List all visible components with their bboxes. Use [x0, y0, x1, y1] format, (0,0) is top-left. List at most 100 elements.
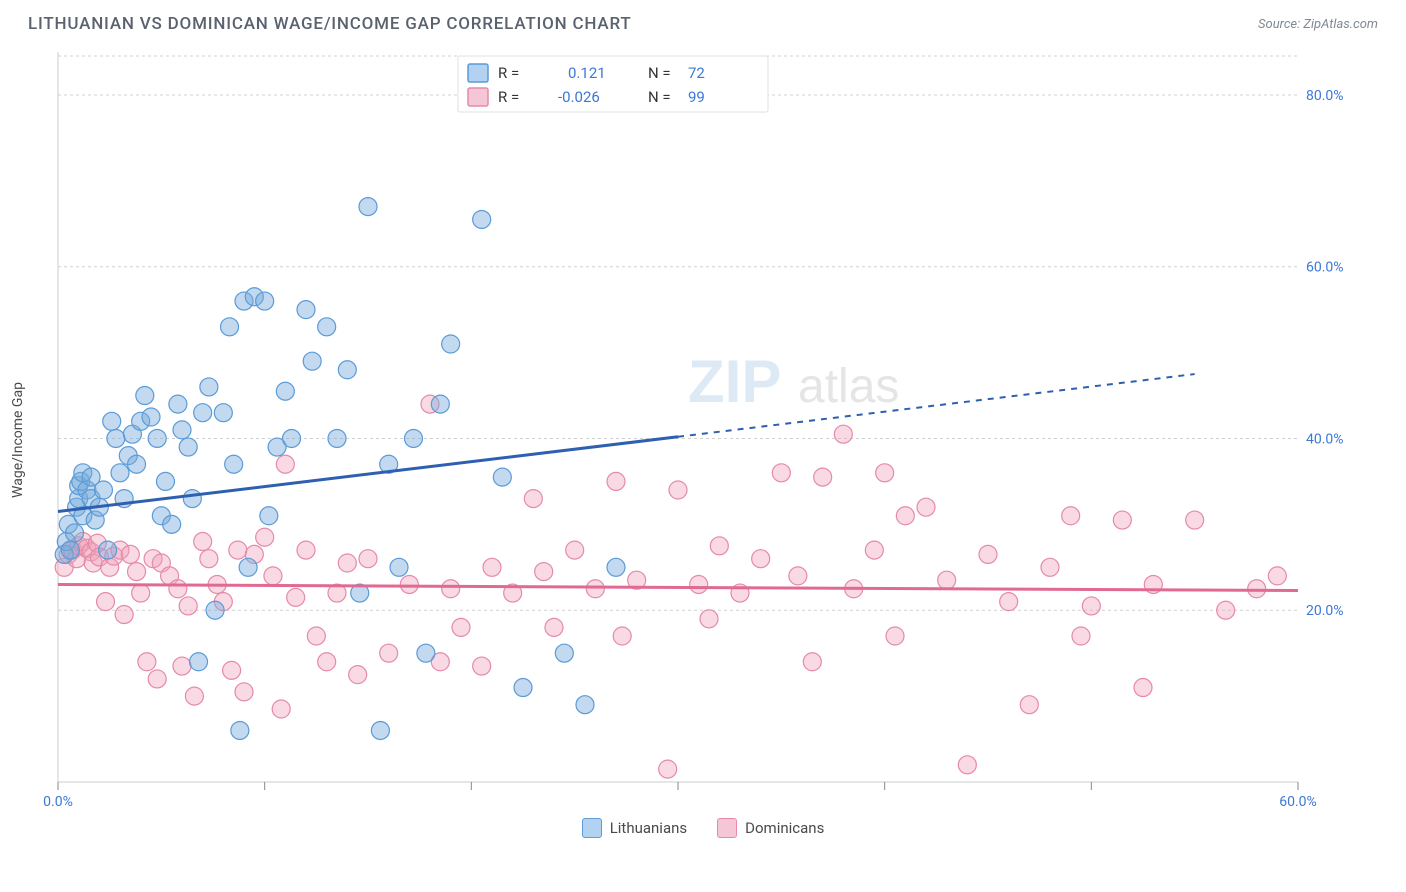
- point-dominican: [524, 490, 542, 508]
- point-lithuanian: [555, 644, 573, 662]
- chart-title: LITHUANIAN VS DOMINICAN WAGE/INCOME GAP …: [28, 14, 632, 34]
- point-lithuanian: [173, 421, 191, 439]
- point-dominican: [958, 756, 976, 774]
- point-dominican: [115, 606, 133, 624]
- point-dominican: [789, 567, 807, 585]
- point-dominican: [690, 575, 708, 593]
- point-dominican: [752, 550, 770, 568]
- point-lithuanian: [142, 408, 160, 426]
- point-dominican: [128, 563, 146, 581]
- point-dominican: [452, 618, 470, 636]
- point-dominican: [223, 661, 241, 679]
- legend-swatch-icon: [468, 88, 488, 106]
- point-lithuanian: [276, 382, 294, 400]
- point-lithuanian: [431, 395, 449, 413]
- point-dominican: [264, 567, 282, 585]
- point-dominican: [607, 472, 625, 490]
- point-dominican: [1000, 593, 1018, 611]
- point-lithuanian: [148, 429, 166, 447]
- point-lithuanian: [473, 210, 491, 228]
- y-tick-label: 20.0%: [1306, 603, 1344, 619]
- point-dominican: [876, 464, 894, 482]
- legend-swatch-icon: [582, 818, 602, 838]
- point-dominican: [169, 580, 187, 598]
- point-dominican: [1113, 511, 1131, 529]
- point-lithuanian: [225, 455, 243, 473]
- point-lithuanian: [338, 361, 356, 379]
- point-lithuanian: [66, 524, 84, 542]
- x-tick-label: 60.0%: [1279, 794, 1317, 810]
- scatter-plot: 20.0%40.0%60.0%80.0%0.0%60.0%ZIPatlasR =…: [28, 42, 1348, 812]
- point-dominican: [979, 545, 997, 563]
- point-dominican: [349, 666, 367, 684]
- legend-label: Dominicans: [745, 819, 824, 837]
- y-tick-label: 40.0%: [1306, 431, 1344, 447]
- point-dominican: [834, 425, 852, 443]
- legend-swatch-icon: [717, 818, 737, 838]
- point-dominican: [148, 670, 166, 688]
- point-dominican: [400, 575, 418, 593]
- trend-line-dominican: [58, 584, 1298, 590]
- point-dominican: [1062, 507, 1080, 525]
- point-lithuanian: [371, 721, 389, 739]
- point-lithuanian: [183, 490, 201, 508]
- point-lithuanian: [103, 412, 121, 430]
- legend-r-value: -0.026: [558, 88, 600, 106]
- point-dominican: [535, 563, 553, 581]
- point-lithuanian: [390, 558, 408, 576]
- point-dominican: [814, 468, 832, 486]
- x-tick-label: 0.0%: [43, 794, 73, 810]
- point-dominican: [194, 533, 212, 551]
- point-dominican: [235, 683, 253, 701]
- point-dominican: [1217, 601, 1235, 619]
- point-lithuanian: [404, 429, 422, 447]
- source-attribution: Source: ZipAtlas.com: [1258, 17, 1378, 32]
- svg-text:atlas: atlas: [798, 360, 899, 413]
- point-lithuanian: [297, 301, 315, 319]
- point-lithuanian: [206, 601, 224, 619]
- point-dominican: [896, 507, 914, 525]
- point-lithuanian: [260, 507, 278, 525]
- point-lithuanian: [256, 292, 274, 310]
- point-dominican: [483, 558, 501, 576]
- chart-header: LITHUANIAN VS DOMINICAN WAGE/INCOME GAP …: [0, 0, 1406, 42]
- point-lithuanian: [163, 515, 181, 533]
- point-dominican: [613, 627, 631, 645]
- point-dominican: [1041, 558, 1059, 576]
- point-dominican: [185, 687, 203, 705]
- point-dominican: [1082, 597, 1100, 615]
- point-dominican: [1134, 679, 1152, 697]
- point-dominican: [229, 541, 247, 559]
- point-dominican: [307, 627, 325, 645]
- point-lithuanian: [214, 404, 232, 422]
- point-dominican: [938, 571, 956, 589]
- point-lithuanian: [190, 653, 208, 671]
- watermark: ZIPatlas: [688, 348, 899, 415]
- y-tick-label: 60.0%: [1306, 260, 1344, 276]
- legend-n-label: N =: [648, 88, 671, 106]
- point-lithuanian: [107, 429, 125, 447]
- legend-n-value: 99: [688, 88, 705, 106]
- point-lithuanian: [194, 404, 212, 422]
- legend-n-value: 72: [688, 64, 705, 82]
- point-dominican: [338, 554, 356, 572]
- point-lithuanian: [303, 352, 321, 370]
- point-lithuanian: [61, 541, 79, 559]
- point-dominican: [256, 528, 274, 546]
- point-dominican: [97, 593, 115, 611]
- point-dominican: [886, 627, 904, 645]
- point-dominican: [586, 580, 604, 598]
- point-lithuanian: [318, 318, 336, 336]
- point-dominican: [359, 550, 377, 568]
- point-dominican: [566, 541, 584, 559]
- point-lithuanian: [128, 455, 146, 473]
- legend-item-lithuanians: Lithuanians: [582, 818, 687, 838]
- point-lithuanian: [111, 464, 129, 482]
- point-dominican: [803, 653, 821, 671]
- point-dominican: [700, 610, 718, 628]
- point-dominican: [1020, 696, 1038, 714]
- point-dominican: [318, 653, 336, 671]
- trend-line-lithuanian: [58, 437, 678, 512]
- point-dominican: [173, 657, 191, 675]
- point-dominican: [442, 580, 460, 598]
